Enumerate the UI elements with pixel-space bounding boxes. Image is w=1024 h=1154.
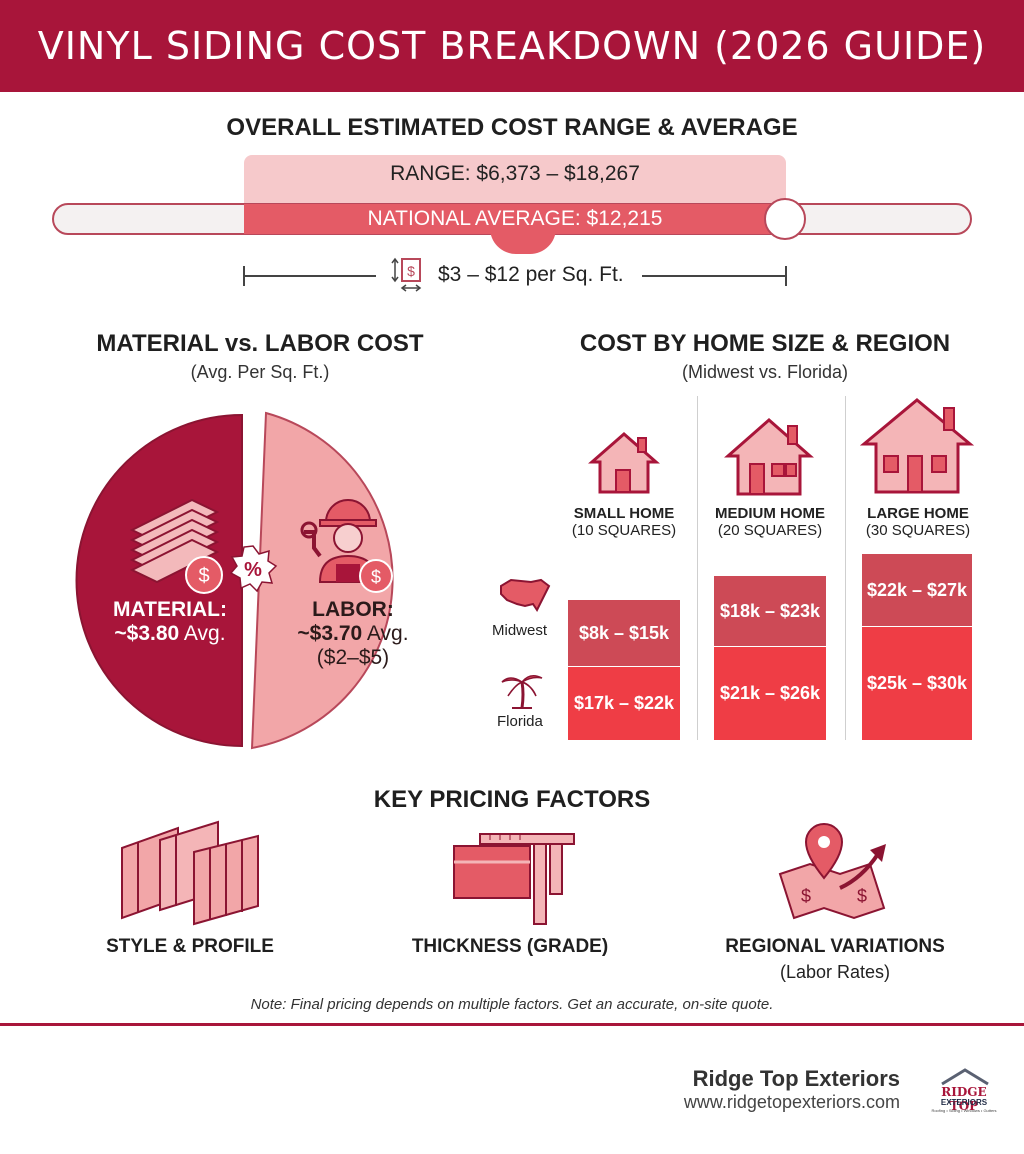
factor-regional-variations: REGIONAL VARIATIONS [725,936,945,957]
home-size-title: COST BY HOME SIZE & REGION [579,330,951,357]
column-divider [845,396,846,740]
regional-map-icon: $ $ [778,822,886,920]
worker-icon: $ [300,499,393,593]
factors-title: KEY PRICING FACTORS [373,786,651,813]
labor-cost-label: LABOR: ~$3.70 Avg. ($2–$5) [278,598,428,670]
factor-thickness-grade: THICKNESS (GRADE) [411,936,609,957]
palm-tree-icon [501,675,543,709]
region-label-midwest: Midwest [492,622,548,639]
labor-range: ($2–$5) [316,646,390,669]
bar-small-florida: $17k – $22k [568,667,680,740]
range-slider-knob[interactable] [764,198,806,240]
logo-text-ridge-top: RIDGE TOP [941,1085,987,1113]
medium-home-name: MEDIUM HOME [715,505,825,522]
dimension-line-left [244,275,376,277]
disclaimer-note: Note: Final pricing depends on multiple … [250,996,774,1013]
medium-home-caption: MEDIUM HOME (20 SQUARES) [700,505,840,539]
page-title: VINYL SIDING COST BREAKDOWN (2026 GUIDE) [37,24,987,68]
small-house-icon [588,432,660,494]
factor-regional-sub: (Labor Rates) [779,962,891,982]
small-home-size: (10 SQUARES) [571,522,677,539]
average-label: NATIONAL AVERAGE: $12,215 [367,207,663,230]
large-house-icon [860,398,974,494]
logo-text-exteriors: EXTERIORS [940,1098,988,1107]
material-labor-title: MATERIAL vs. LABOR COST [96,330,424,357]
dimension-line-right [642,275,786,277]
svg-text:$: $ [407,263,415,279]
svg-text:$: $ [801,886,811,906]
average-notch [490,228,556,254]
bar-medium-midwest: $18k – $23k [714,576,826,646]
per-sqft-label: $3 – $12 per Sq. Ft. [438,263,624,286]
large-home-size: (30 SQUARES) [865,522,971,539]
svg-text:%: % [244,559,262,581]
logo-roof-icon [941,1068,989,1086]
dimension-tick-right [785,266,787,286]
material-value: ~$3.80 [114,622,180,645]
percent-badge-icon: % [229,545,278,593]
svg-text:$: $ [198,565,209,587]
material-suffix: Avg. [183,622,226,645]
labor-suffix: Avg. [366,622,409,645]
bar-medium-florida: $21k – $26k [714,647,826,740]
company-url[interactable]: www.ridgetopexteriors.com [683,1092,900,1112]
large-home-name: LARGE HOME [867,505,969,522]
large-home-caption: LARGE HOME (30 SQUARES) [850,505,986,539]
bar-large-midwest: $22k – $27k [862,554,972,626]
home-size-subtitle: (Midwest vs. Florida) [681,362,849,382]
bar-small-midwest: $8k – $15k [568,600,680,666]
material-labor-subtitle: (Avg. Per Sq. Ft.) [190,362,330,382]
siding-panels-icon: $ [129,498,223,594]
footer-divider [0,1023,1024,1026]
range-label: RANGE: $6,373 – $18,267 [390,162,640,185]
medium-home-size: (20 SQUARES) [717,522,823,539]
small-home-name: SMALL HOME [573,505,675,522]
svg-text:$: $ [371,567,381,587]
svg-text:$: $ [857,886,867,906]
small-home-caption: SMALL HOME (10 SQUARES) [560,505,688,539]
square-foot-dollar-icon: $ [391,257,422,292]
header-banner: VINYL SIDING COST BREAKDOWN (2026 GUIDE) [0,0,1024,92]
material-name: MATERIAL: [113,598,227,621]
siding-style-icon [121,820,259,926]
factor-style-profile: STYLE & PROFILE [106,936,274,957]
company-name: Ridge Top Exteriors [692,1066,900,1091]
column-divider [697,396,698,740]
caliper-thickness-icon [453,833,575,925]
bar-large-florida: $25k – $30k [862,627,972,740]
labor-value: ~$3.70 [297,622,363,645]
medium-house-icon [724,418,814,496]
material-cost-label: MATERIAL: ~$3.80 Avg. [100,598,240,646]
overall-title: OVERALL ESTIMATED COST RANGE & AVERAGE [226,114,798,141]
us-map-icon [500,578,551,612]
material-labor-pie: $ % $ [75,411,394,750]
region-label-florida: Florida [497,713,543,730]
logo-tagline: Roofing • Siding • Windows • Gutters [931,1108,997,1113]
labor-name: LABOR: [312,598,394,621]
